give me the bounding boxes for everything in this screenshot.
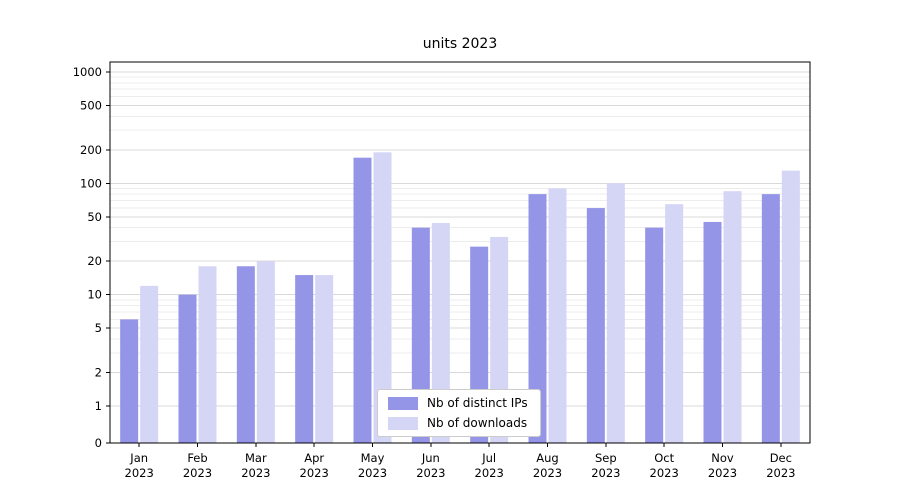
x-tick-label-year: 2023 (650, 466, 679, 480)
bar-downloads-1 (198, 266, 217, 443)
x-tick-label-month: Jul (481, 451, 496, 465)
y-tick-label: 50 (87, 210, 102, 224)
x-tick-label-month: Jun (421, 451, 440, 465)
x-tick-label-year: 2023 (766, 466, 795, 480)
x-tick-label-month: Dec (770, 451, 792, 465)
bar-downloads-8 (606, 183, 625, 444)
legend-swatch-distinct-ips (388, 396, 418, 410)
bar-downloads-11 (781, 170, 800, 443)
x-tick-label-month: Sep (595, 451, 617, 465)
bar-distinct-ips-3 (295, 275, 314, 443)
legend: Nb of distinct IPs Nb of downloads (377, 389, 541, 437)
x-tick-label-month: May (361, 451, 385, 465)
bar-downloads-7 (548, 188, 567, 443)
bar-distinct-ips-11 (761, 194, 780, 443)
bar-downloads-3 (315, 275, 334, 443)
bar-distinct-ips-2 (236, 266, 255, 443)
y-tick-label: 20 (87, 254, 102, 268)
y-tick-label: 200 (80, 143, 102, 157)
y-tick-label: 100 (80, 176, 102, 190)
x-tick-label-year: 2023 (475, 466, 504, 480)
bar-distinct-ips-7 (528, 194, 547, 443)
bar-distinct-ips-1 (178, 294, 197, 443)
x-tick-label-month: Mar (245, 451, 267, 465)
plot-border (109, 61, 811, 444)
x-tick-label-year: 2023 (416, 466, 445, 480)
y-tick-label: 2 (95, 365, 102, 379)
x-tick-label-month: Aug (536, 451, 558, 465)
y-tick-label: 5 (95, 321, 102, 335)
y-tick-label: 10 (87, 288, 102, 302)
x-tick-label-year: 2023 (241, 466, 270, 480)
bar-downloads-4 (373, 152, 392, 443)
chart-title: units 2023 (422, 36, 498, 52)
x-tick-label-month: Apr (304, 451, 324, 465)
x-tick-label-month: Nov (711, 451, 734, 465)
x-tick-label-year: 2023 (533, 466, 562, 480)
x-tick-label-year: 2023 (300, 466, 329, 480)
x-tick-label-year: 2023 (183, 466, 212, 480)
x-tick-label-year: 2023 (591, 466, 620, 480)
legend-label-downloads: Nb of downloads (427, 416, 528, 430)
x-tick-label-year: 2023 (708, 466, 737, 480)
bar-downloads-10 (723, 191, 742, 443)
y-tick-label: 500 (80, 99, 102, 113)
legend-swatch-downloads (388, 416, 418, 430)
bar-distinct-ips-4 (353, 157, 372, 443)
legend-label-distinct-ips: Nb of distinct IPs (427, 396, 528, 410)
x-tick-label-month: Feb (187, 451, 207, 465)
bar-distinct-ips-9 (645, 227, 664, 443)
x-tick-label-year: 2023 (358, 466, 387, 480)
bar-distinct-ips-10 (703, 221, 722, 443)
bar-downloads-0 (140, 285, 159, 443)
y-tick-label: 1000 (73, 65, 102, 79)
legend-item-downloads: Nb of downloads (388, 416, 528, 430)
bar-distinct-ips-0 (120, 319, 139, 443)
x-tick-label-month: Oct (654, 451, 674, 465)
bar-downloads-9 (665, 204, 684, 443)
x-tick-label-month: Jan (129, 451, 148, 465)
x-tick-label-year: 2023 (125, 466, 154, 480)
bar-downloads-2 (256, 261, 275, 443)
bar-downloads-5 (431, 223, 450, 443)
bar-distinct-ips-8 (586, 208, 605, 443)
legend-item-distinct-ips: Nb of distinct IPs (388, 396, 528, 410)
y-tick-label: 1 (95, 399, 102, 413)
y-tick-label: 0 (95, 436, 102, 450)
